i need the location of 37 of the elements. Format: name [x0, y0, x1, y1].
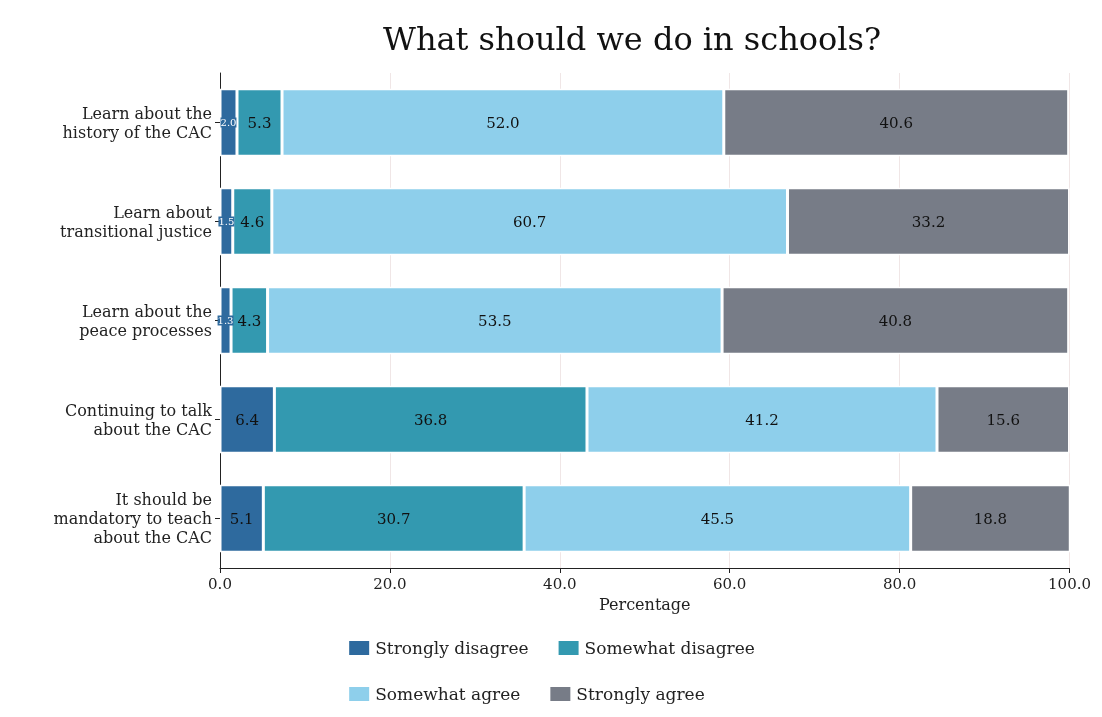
data-label: 18.8: [973, 509, 1008, 528]
data-label: 2.0: [220, 117, 237, 128]
data-label: 5.1: [229, 509, 254, 528]
data-label: 40.8: [878, 311, 913, 330]
data-label: 15.6: [986, 410, 1020, 429]
data-label: 4.6: [240, 212, 265, 231]
x-tick-label: 0.0: [208, 574, 232, 593]
data-label: 1.5: [218, 216, 235, 227]
x-tick-label: 100.0: [1048, 574, 1092, 593]
y-tick-label: Continuing to talk about the CAC: [64, 400, 213, 439]
y-tick-label: Learn about the peace processes: [79, 301, 212, 340]
data-label: 1.3: [217, 315, 234, 326]
data-label: 45.5: [700, 509, 735, 528]
legend-label: Strongly disagree: [375, 638, 529, 658]
data-label: 60.7: [512, 212, 547, 231]
x-tick-label: 80.0: [882, 574, 917, 593]
data-label: 30.7: [377, 509, 411, 528]
data-label: 4.3: [237, 311, 262, 330]
y-tick-label: Learn about the history of the CAC: [62, 103, 212, 142]
data-label: 36.8: [413, 410, 448, 429]
x-tick-label: 40.0: [543, 574, 577, 593]
data-label: 5.3: [247, 113, 272, 132]
legend-label: Somewhat disagree: [584, 638, 755, 658]
legend-label: Strongly agree: [576, 684, 705, 704]
y-tick-label: It should be mandatory to teach about the CAC: [53, 490, 212, 547]
data-label: 40.6: [879, 113, 913, 132]
data-label: 6.4: [235, 410, 260, 429]
data-label: 53.5: [478, 311, 512, 330]
x-axis-title: Percentage: [598, 594, 691, 614]
legend-label: Somewhat agree: [375, 684, 521, 704]
x-tick-label: 20.0: [373, 574, 407, 593]
y-tick-label: Learn about transitional justice: [60, 202, 213, 241]
data-label: 41.2: [745, 410, 779, 429]
data-label: 52.0: [486, 113, 520, 132]
chart-title: What should we do in schools?: [383, 20, 882, 58]
data-label: 33.2: [911, 212, 946, 231]
x-tick-label: 60.0: [713, 574, 747, 593]
